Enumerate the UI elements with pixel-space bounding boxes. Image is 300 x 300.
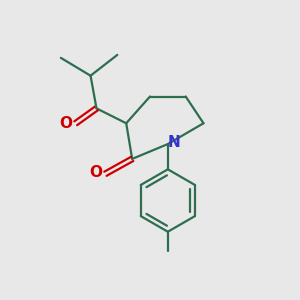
Text: N: N (168, 135, 181, 150)
Text: O: O (60, 116, 73, 131)
Text: O: O (89, 165, 102, 180)
